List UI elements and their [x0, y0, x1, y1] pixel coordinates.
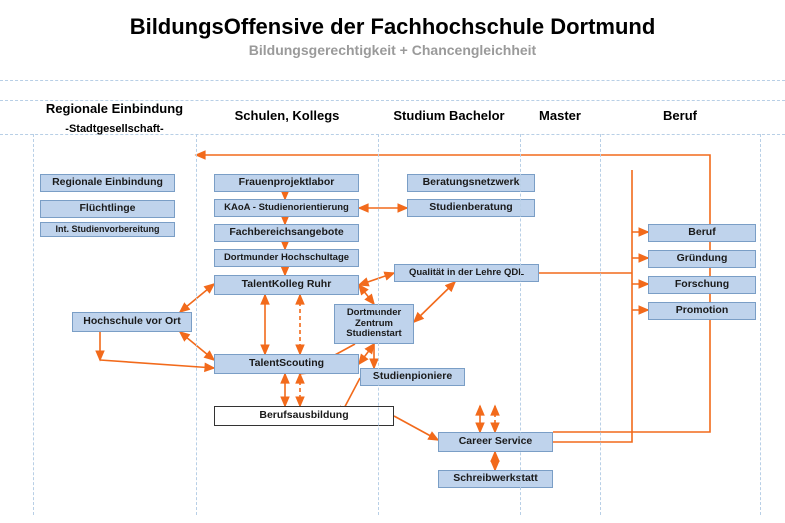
node-gruend: Gründung [648, 250, 756, 268]
node-reg-einb: Regionale Einbindung [40, 174, 175, 192]
page-subtitle: Bildungsgerechtigkeit + Chancengleichhei… [0, 42, 785, 58]
column-header: Regionale Einbindung [33, 101, 196, 116]
column-header: Studium Bachelor [378, 108, 520, 123]
node-hochvor: Hochschule vor Ort [72, 312, 192, 332]
node-talentkoll: TalentKolleg Ruhr [214, 275, 359, 295]
page-title: BildungsOffensive der Fachhochschule Dor… [0, 0, 785, 40]
node-flucht: Flüchtlinge [40, 200, 175, 218]
node-promo: Promotion [648, 302, 756, 320]
vline [196, 134, 197, 515]
column-header: Beruf [600, 108, 760, 123]
node-dzs: Dortmunder Zentrum Studienstart [334, 304, 414, 344]
vline [760, 134, 761, 515]
vline [33, 134, 34, 515]
node-berufaus: Berufsausbildung [214, 406, 394, 426]
node-intstud: Int. Studienvorbereitung [40, 222, 175, 237]
vline [378, 134, 379, 515]
node-kaoa: KAoA - Studienorientierung [214, 199, 359, 217]
vline [520, 134, 521, 515]
node-career: Career Service [438, 432, 553, 452]
node-forsch: Forschung [648, 276, 756, 294]
hrule [0, 80, 785, 81]
node-beruf: Beruf [648, 224, 756, 242]
node-studpion: Studienpioniere [360, 368, 465, 386]
column-header: Master [520, 108, 600, 123]
node-frauen: Frauenprojektlabor [214, 174, 359, 192]
node-beratnetz: Beratungsnetzwerk [407, 174, 535, 192]
node-studber: Studienberatung [407, 199, 535, 217]
node-schreib: Schreibwerkstatt [438, 470, 553, 488]
node-qdl: Qualität in der Lehre QDL [394, 264, 539, 282]
column-header: Schulen, Kollegs [196, 108, 378, 123]
node-fachber: Fachbereichsangebote [214, 224, 359, 242]
node-hochtage: Dortmunder Hochschultage [214, 249, 359, 267]
vline [600, 134, 601, 515]
node-talentsc: TalentScouting [214, 354, 359, 374]
column-subheader: -Stadtgesellschaft- [33, 123, 196, 135]
